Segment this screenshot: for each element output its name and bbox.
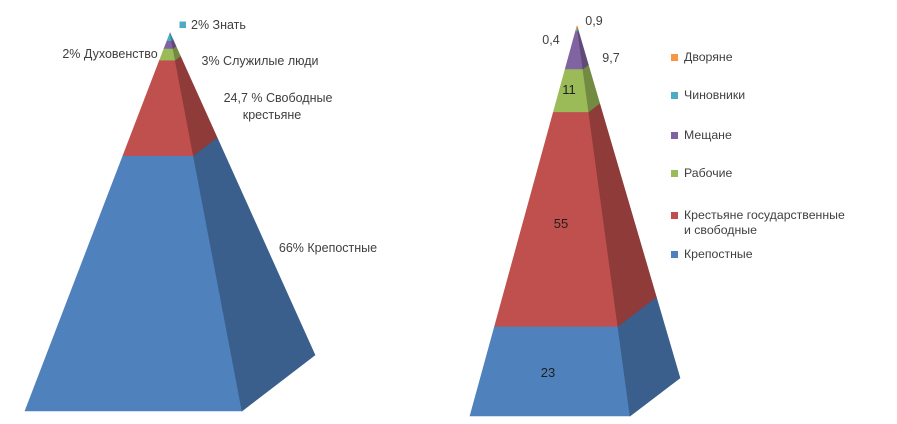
left-pyramid-data-label-4: 66% Крепостные <box>279 241 377 255</box>
left-pyramid-data-label-3-line1: 24,7 % Свободные <box>224 91 333 105</box>
legend-label: Крепостные <box>684 247 753 261</box>
chart-legend: Дворяне Чиновники Мещане Рабочие Крестьяне г… <box>671 0 871 300</box>
right-pyramid-segment-0-side <box>576 25 579 31</box>
legend-swatch-icon <box>671 54 678 61</box>
left-pyramid-data-label-0: 2% Знать <box>191 18 246 32</box>
legend-label: Мещане <box>684 128 732 142</box>
legend-label: Чиновники <box>684 88 746 102</box>
left-pyramid-label-marker-0 <box>179 21 186 28</box>
legend-item-4: Крестьяне государственные и свободные <box>671 208 855 238</box>
right-pyramid-data-label-5: 23 <box>541 365 555 380</box>
right-pyramid-data-label-2: 9,7 <box>602 51 619 65</box>
legend-swatch-icon <box>671 251 678 258</box>
left-pyramid-segment-0-side <box>169 32 174 42</box>
legend-item-1: Чиновники <box>671 88 855 103</box>
right-pyramid-data-label-0: 0,9 <box>585 14 602 28</box>
left-pyramid-data-label-2: 3% Служилые люди <box>202 54 319 68</box>
legend-swatch-icon <box>671 212 678 219</box>
legend-item-2: Мещане <box>671 128 855 143</box>
legend-swatch-icon <box>671 92 678 99</box>
right-pyramid-data-label-4: 55 <box>554 216 568 231</box>
legend-item-3: Рабочие <box>671 166 855 181</box>
legend-label: Дворяне <box>684 50 733 64</box>
legend-swatch-icon <box>671 132 678 139</box>
legend-item-0: Дворяне <box>671 50 855 65</box>
legend-item-5: Крепостные <box>671 247 855 262</box>
left-pyramid-data-label-3-line2: крестьяне <box>243 108 302 122</box>
left-pyramid-data-label-1: 2% Духовенство <box>62 47 157 61</box>
left-pyramid-segment-2-front <box>159 48 176 61</box>
legend-label: Рабочие <box>684 166 733 180</box>
legend-swatch-icon <box>671 170 678 177</box>
legend-label: Крестьяне государственные и свободные <box>684 208 845 237</box>
right-pyramid-data-label-3: 11 <box>562 82 576 97</box>
right-pyramid-data-label-1: 0,4 <box>542 33 559 47</box>
